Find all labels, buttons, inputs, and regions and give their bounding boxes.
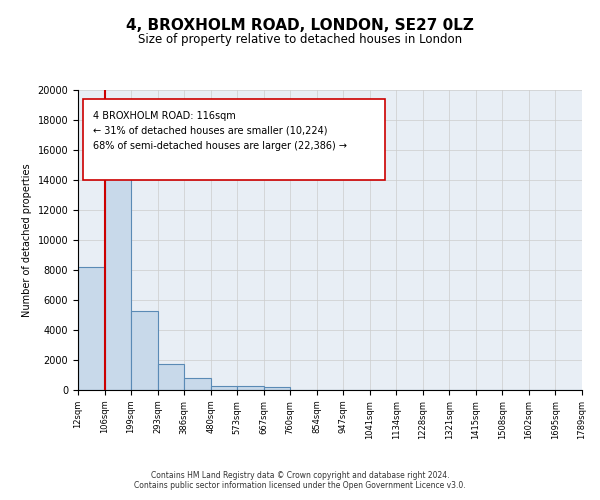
- Bar: [104, 142, 131, 390]
- Bar: [211, 386, 237, 390]
- Bar: [184, 378, 211, 390]
- Bar: [78, 267, 104, 390]
- Text: 4 BROXHOLM ROAD: 116sqm
← 31% of detached houses are smaller (10,224)
68% of sem: 4 BROXHOLM ROAD: 116sqm ← 31% of detache…: [93, 111, 347, 150]
- Text: Contains HM Land Registry data © Crown copyright and database right 2024.
Contai: Contains HM Land Registry data © Crown c…: [134, 470, 466, 490]
- Bar: [263, 387, 290, 390]
- Text: Size of property relative to detached houses in London: Size of property relative to detached ho…: [138, 32, 462, 46]
- Bar: [158, 364, 184, 390]
- Bar: [237, 386, 263, 390]
- Bar: [131, 310, 158, 390]
- Text: 4, BROXHOLM ROAD, LONDON, SE27 0LZ: 4, BROXHOLM ROAD, LONDON, SE27 0LZ: [126, 18, 474, 32]
- Y-axis label: Number of detached properties: Number of detached properties: [22, 163, 32, 317]
- FancyBboxPatch shape: [83, 99, 385, 180]
